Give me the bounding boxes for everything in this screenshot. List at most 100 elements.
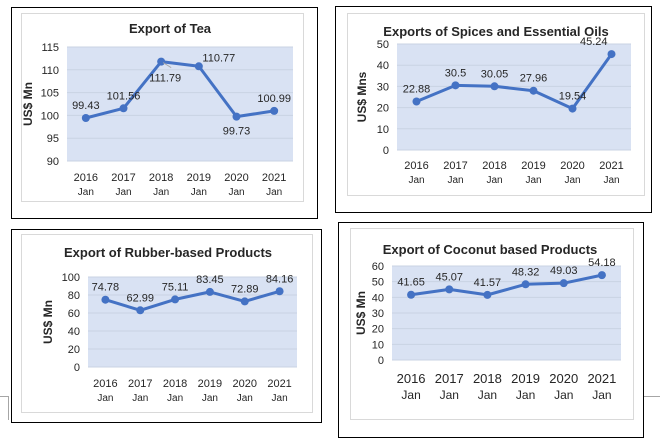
tea-y-tick-label: 110 bbox=[41, 65, 59, 77]
coconut-data-point[interactable] bbox=[483, 290, 492, 299]
coconut-x-tick-sublabel: Jan bbox=[592, 388, 611, 402]
rubber-x-tick-sublabel: Jan bbox=[132, 393, 148, 404]
tea-data-point[interactable] bbox=[232, 112, 241, 121]
rubber-data-label: 83.45 bbox=[196, 274, 224, 286]
rubber-x-tick-label: 2019 bbox=[198, 378, 222, 390]
coconut-data-point[interactable] bbox=[407, 290, 416, 299]
rubber-x-tick-sublabel: Jan bbox=[202, 393, 218, 404]
coconut-data-point[interactable] bbox=[445, 285, 454, 294]
rubber-data-label: 84.16 bbox=[266, 273, 294, 285]
rubber-data-point[interactable] bbox=[240, 297, 249, 306]
coconut-data-label: 41.65 bbox=[397, 277, 425, 289]
coconut-chart-title: Export of Coconut based Products bbox=[383, 242, 598, 257]
tea-data-label: 100.99 bbox=[257, 93, 291, 105]
page-divider-left-vertical bbox=[8, 396, 9, 420]
tea-y-tick-label: 100 bbox=[41, 110, 59, 122]
tea-data-point[interactable] bbox=[81, 113, 90, 122]
coconut-data-point[interactable] bbox=[597, 271, 606, 280]
rubber-y-tick-label: 80 bbox=[68, 290, 80, 302]
tea-data-label: 99.73 bbox=[223, 126, 251, 138]
tea-x-tick-label: 2017 bbox=[111, 172, 135, 184]
tea-x-tick-label: 2020 bbox=[224, 172, 248, 184]
tea-x-tick-sublabel: Jan bbox=[153, 187, 169, 198]
rubber-y-axis-label: US$ Mn bbox=[41, 300, 55, 344]
spices-x-tick-label: 2016 bbox=[404, 160, 428, 172]
spices-x-tick-sublabel: Jan bbox=[408, 175, 424, 186]
rubber-x-tick-sublabel: Jan bbox=[97, 393, 113, 404]
coconut-data-point[interactable] bbox=[521, 280, 530, 289]
spices-x-tick-sublabel: Jan bbox=[486, 175, 502, 186]
tea-series-line bbox=[85, 60, 275, 120]
coconut-y-tick-label: 50 bbox=[372, 277, 384, 289]
rubber-data-point[interactable] bbox=[171, 295, 180, 304]
spices-data-point[interactable] bbox=[529, 86, 538, 95]
tea-data-point[interactable] bbox=[194, 62, 203, 71]
coconut-x-tick-label: 2020 bbox=[549, 371, 578, 386]
tea-data-point[interactable] bbox=[157, 57, 166, 66]
spices-data-point[interactable] bbox=[451, 81, 460, 90]
spices-y-tick-label: 30 bbox=[377, 81, 389, 93]
rubber-x-tick-label: 2018 bbox=[163, 378, 187, 390]
rubber-data-point[interactable] bbox=[136, 306, 145, 315]
rubber-x-tick-sublabel: Jan bbox=[237, 393, 253, 404]
spices-data-point[interactable] bbox=[490, 82, 499, 91]
rubber-x-tick-label: 2021 bbox=[267, 378, 291, 390]
rubber-data-label: 75.11 bbox=[162, 281, 189, 293]
spices-data-label: 30.5 bbox=[445, 67, 466, 79]
rubber-data-label: 72.89 bbox=[231, 283, 259, 295]
coconut-data-point[interactable] bbox=[559, 279, 568, 288]
coconut-x-tick-sublabel: Jan bbox=[478, 388, 497, 402]
coconut-y-tick-label: 60 bbox=[372, 261, 384, 273]
spices-data-label: 22.88 bbox=[403, 83, 431, 95]
rubber-data-point[interactable] bbox=[101, 295, 110, 304]
spices-y-axis-label: US$ Mns bbox=[355, 71, 369, 122]
spices-data-label: 45.24 bbox=[580, 36, 608, 48]
rubber-y-tick-label: 100 bbox=[62, 272, 80, 284]
spices-x-tick-label: 2017 bbox=[443, 160, 467, 172]
spices-y-tick-label: 40 bbox=[377, 60, 389, 72]
coconut-data-label: 54.18 bbox=[588, 257, 616, 269]
spices-data-point[interactable] bbox=[568, 104, 577, 113]
page-divider-right bbox=[644, 396, 660, 397]
tea-data-point[interactable] bbox=[270, 106, 279, 115]
spices-x-tick-label: 2021 bbox=[599, 160, 623, 172]
rubber-plot-area bbox=[88, 277, 297, 367]
tea-y-tick-label: 105 bbox=[41, 88, 59, 100]
tea-y-tick-label: 115 bbox=[41, 42, 59, 54]
spices-y-tick-label: 50 bbox=[377, 39, 389, 51]
tea-data-label: 101.56 bbox=[107, 90, 141, 102]
coconut-x-tick-label: 2018 bbox=[473, 371, 502, 386]
tea-data-label: 99.43 bbox=[72, 100, 100, 112]
spices-data-point[interactable] bbox=[607, 50, 616, 59]
coconut-series-line bbox=[410, 273, 603, 297]
rubber-data-point[interactable] bbox=[275, 287, 284, 296]
tea-x-tick-sublabel: Jan bbox=[115, 187, 131, 198]
rubber-data-label: 62.99 bbox=[126, 292, 154, 304]
tea-y-tick-label: 90 bbox=[47, 156, 59, 168]
spices-y-tick-label: 10 bbox=[377, 124, 389, 136]
tea-x-tick-label: 2021 bbox=[262, 172, 286, 184]
tea-x-tick-label: 2018 bbox=[149, 172, 173, 184]
coconut-x-tick-sublabel: Jan bbox=[440, 388, 459, 402]
coconut-data-label: 41.57 bbox=[474, 277, 502, 289]
tea-data-point[interactable] bbox=[119, 104, 128, 113]
spices-data-point[interactable] bbox=[412, 97, 421, 106]
coconut-x-tick-sublabel: Jan bbox=[516, 388, 535, 402]
rubber-x-tick-label: 2020 bbox=[233, 378, 257, 390]
spices-data-label: 19.54 bbox=[559, 91, 587, 103]
rubber-x-tick-sublabel: Jan bbox=[272, 393, 288, 404]
coconut-y-axis-label: US$ Mn bbox=[354, 291, 368, 335]
tea-y-axis-label: US$ Mn bbox=[21, 82, 35, 126]
rubber-x-tick-label: 2016 bbox=[93, 378, 117, 390]
coconut-x-tick-label: 2019 bbox=[511, 371, 540, 386]
coconut-y-tick-label: 30 bbox=[372, 308, 384, 320]
tea-plot-area bbox=[67, 47, 293, 161]
page-divider-left bbox=[0, 396, 9, 397]
spices-data-label: 30.05 bbox=[481, 68, 509, 80]
rubber-y-tick-label: 60 bbox=[68, 308, 80, 320]
coconut-y-tick-label: 40 bbox=[372, 292, 384, 304]
rubber-data-point[interactable] bbox=[205, 287, 214, 296]
